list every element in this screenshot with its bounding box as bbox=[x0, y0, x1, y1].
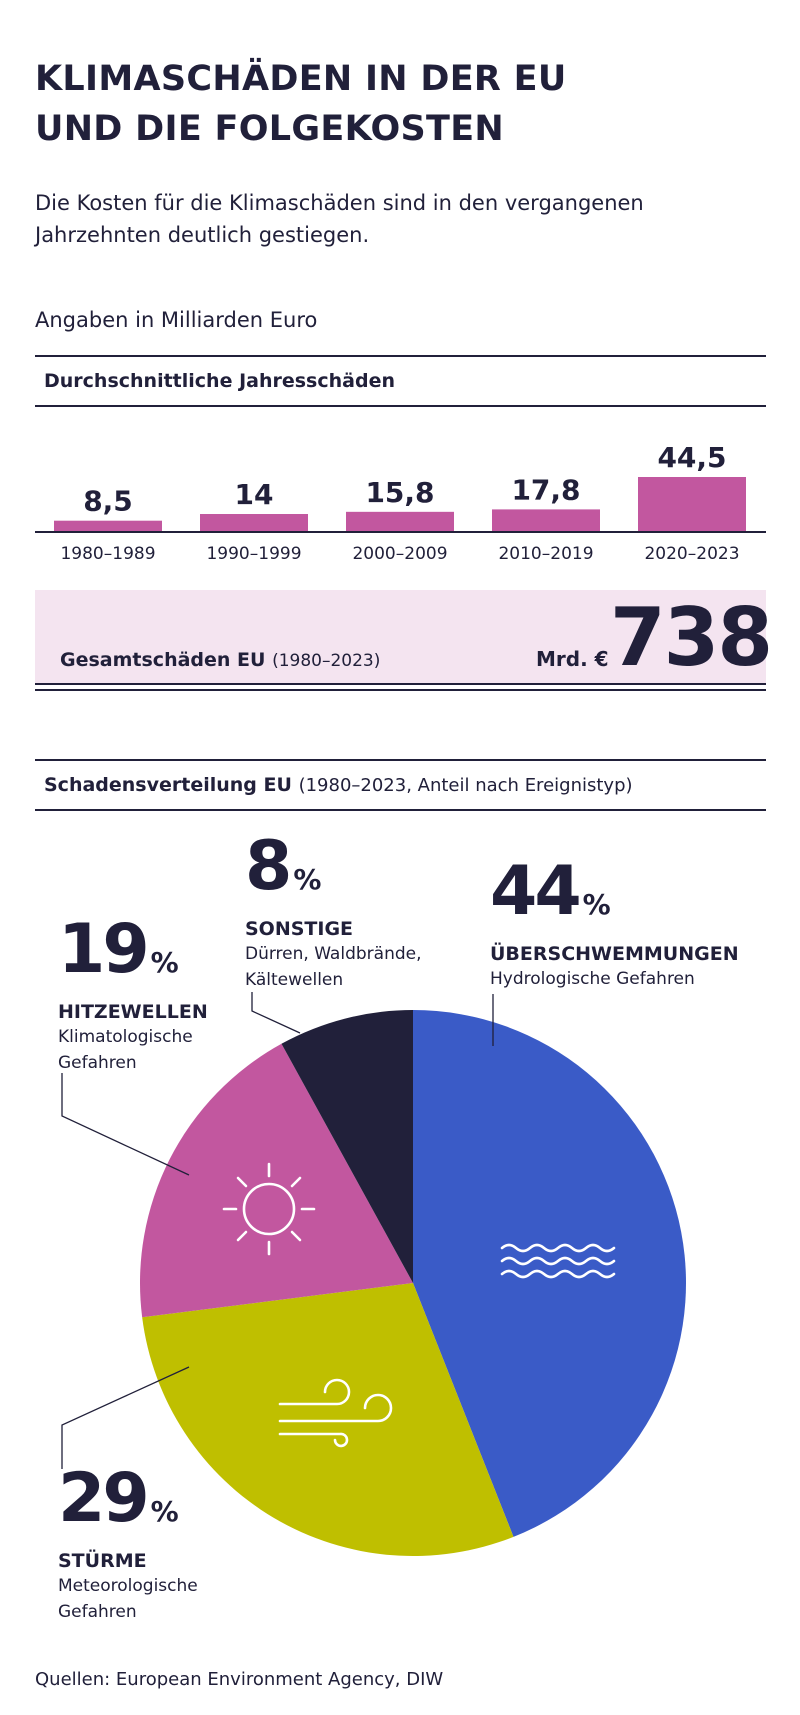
total-label-text: Gesamtschäden EU bbox=[60, 649, 266, 671]
divider-pie-bottom bbox=[35, 809, 766, 811]
pct-value-heat: 19% bbox=[58, 915, 208, 998]
category-name-storm: STÜRME bbox=[58, 1550, 147, 1572]
pie-slice-flood bbox=[413, 1010, 686, 1537]
category-label: 1980–1989 bbox=[60, 544, 155, 564]
pie-chart-title: Schadensverteilung EU (1980–2023, Anteil… bbox=[44, 772, 633, 799]
subtitle-line-2: Jahrzehnten deutlich gestiegen. bbox=[35, 223, 370, 247]
units-note: Angaben in Milliarden Euro bbox=[35, 308, 318, 332]
divider-pie-top bbox=[35, 759, 766, 761]
category-name-heat: HITZEWELLEN bbox=[58, 1001, 208, 1023]
bar-chart: 8,5 1980–1989 14 1990–1999 15,8 2000–2009 17,8… bbox=[35, 441, 766, 564]
bar-2 bbox=[346, 511, 454, 531]
bar-value-label: 17,8 bbox=[511, 473, 580, 506]
pct-value-other: 8% bbox=[245, 832, 422, 915]
page-title: KLIMASCHÄDEN IN DER EU UND DIE FOLGEKOST… bbox=[35, 54, 567, 154]
subtitle-line-1: Die Kosten für die Klimaschäden sind in … bbox=[35, 191, 644, 215]
category-desc-other-2: Kältewellen bbox=[245, 970, 344, 990]
total-damage-label: Gesamtschäden EU (1980–2023) bbox=[60, 648, 380, 673]
pie-slice-storm bbox=[142, 1283, 514, 1557]
pct-sign: % bbox=[582, 888, 611, 921]
category-desc-other-1: Dürren, Waldbrände, bbox=[245, 944, 422, 964]
pct-value-flood: 44% bbox=[490, 857, 739, 940]
category-label: 2000–2009 bbox=[352, 544, 447, 564]
category-desc-storm-2: Gefahren bbox=[58, 1602, 137, 1622]
pct-number: 19 bbox=[58, 910, 150, 989]
divider-double-2 bbox=[35, 689, 766, 691]
bar-3 bbox=[492, 509, 600, 531]
category-desc-flood: Hydrologische Gefahren bbox=[490, 969, 695, 989]
bar-value-label: 14 bbox=[235, 478, 274, 511]
category-desc-heat-2: Gefahren bbox=[58, 1053, 137, 1073]
bar-value-label: 44,5 bbox=[657, 441, 726, 474]
label-storm: 29% STÜRME Meteorologische Gefahren bbox=[58, 1464, 198, 1625]
category-desc-heat-1: Klimatologische bbox=[58, 1027, 193, 1047]
label-flood: 44% ÜBERSCHWEMMUNGEN Hydrologische Gefah… bbox=[490, 857, 739, 992]
pct-value-storm: 29% bbox=[58, 1464, 198, 1547]
total-damage-panel bbox=[35, 590, 766, 683]
pie-slice-other bbox=[281, 1010, 413, 1283]
category-label: 2010–2019 bbox=[498, 544, 593, 564]
pie-slice-heat bbox=[140, 1043, 413, 1318]
subtitle: Die Kosten für die Klimaschäden sind in … bbox=[35, 187, 755, 251]
bar-0 bbox=[54, 520, 162, 531]
label-other: 8% SONSTIGE Dürren, Waldbrände, Kältewel… bbox=[245, 832, 422, 993]
leader-line-heat bbox=[61, 1073, 190, 1176]
pct-sign: % bbox=[150, 946, 179, 979]
bar-1 bbox=[200, 514, 308, 531]
category-name-flood: ÜBERSCHWEMMUNGEN bbox=[490, 943, 739, 965]
bar-4 bbox=[638, 477, 746, 531]
wind-icon bbox=[278, 1378, 393, 1448]
category-desc-storm-1: Meteorologische bbox=[58, 1576, 198, 1596]
pct-number: 44 bbox=[490, 852, 582, 931]
pct-number: 29 bbox=[58, 1459, 150, 1538]
divider-top bbox=[35, 355, 766, 357]
title-line-2: UND DIE FOLGEKOSTEN bbox=[35, 109, 505, 149]
sun-icon bbox=[222, 1162, 316, 1256]
waves-icon bbox=[500, 1243, 616, 1279]
leader-line-storm bbox=[61, 1366, 190, 1469]
pct-sign: % bbox=[150, 1495, 179, 1528]
pie-title-note: (1980–2023, Anteil nach Ereignistyp) bbox=[298, 775, 633, 796]
category-label: 1990–1999 bbox=[206, 544, 301, 564]
pie-title-text: Schadensverteilung EU bbox=[44, 774, 292, 796]
bar-value-label: 8,5 bbox=[83, 485, 133, 518]
pct-number: 8 bbox=[245, 827, 292, 906]
total-period: (1980–2023) bbox=[272, 651, 381, 671]
category-label: 2020–2023 bbox=[644, 544, 739, 564]
bar-value-label: 15,8 bbox=[365, 476, 434, 509]
category-name-other: SONSTIGE bbox=[245, 918, 354, 940]
label-heat: 19% HITZEWELLEN Klimatologische Gefahren bbox=[58, 915, 208, 1076]
divider bbox=[35, 405, 766, 407]
title-line-1: KLIMASCHÄDEN IN DER EU bbox=[35, 59, 567, 99]
leader-line-other bbox=[251, 992, 301, 1034]
bar-chart-title: Durchschnittliche Jahresschäden bbox=[44, 370, 395, 392]
source-note: Quellen: European Environment Agency, DI… bbox=[35, 1669, 444, 1690]
total-unit: Mrd. € bbox=[536, 647, 609, 671]
divider-double-1 bbox=[35, 683, 766, 685]
total-value: 738 bbox=[610, 591, 773, 684]
pct-sign: % bbox=[293, 863, 322, 896]
